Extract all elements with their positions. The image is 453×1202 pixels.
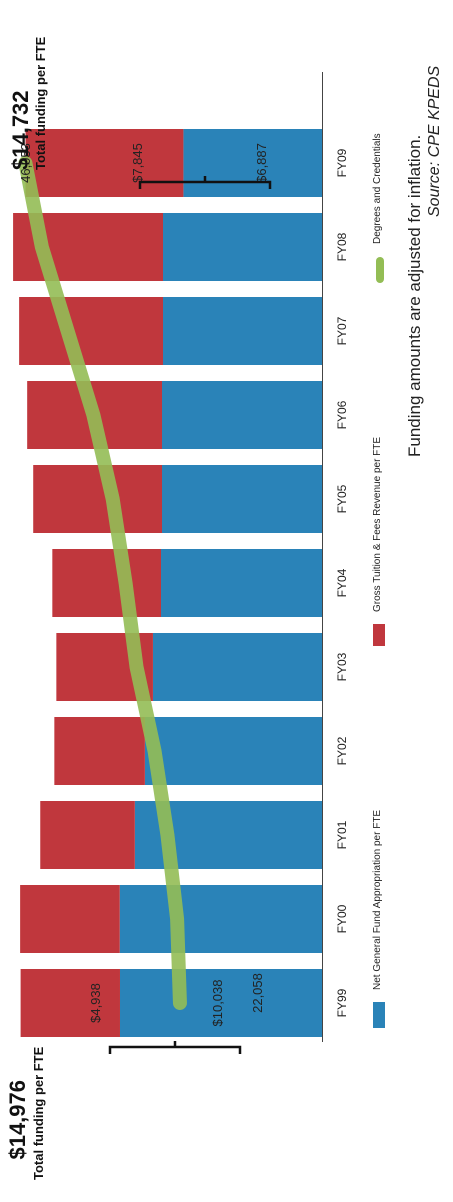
bar-appropriation (144, 717, 322, 785)
x-tick-label: FY07 (335, 316, 349, 345)
bar-tuition (40, 801, 135, 869)
bracket-last-total (138, 176, 272, 189)
last-total-label: Total funding per FTE (33, 36, 48, 170)
x-tick-label: FY01 (335, 820, 349, 849)
bar-appropriation (162, 465, 322, 533)
data-label-first-appropriation: $10,038 (210, 980, 225, 1027)
data-label-last-tuition: $7,845 (130, 143, 145, 183)
bar-appropriation (152, 633, 322, 701)
bar-tuition (19, 297, 164, 365)
legend-label-degrees: Degrees and Credentials (372, 133, 383, 244)
bracket-first-total (108, 1041, 242, 1054)
bar-tuition (20, 885, 120, 953)
bar-appropriation (163, 213, 322, 281)
x-tick-label: FY08 (335, 232, 349, 261)
bar-appropriation (119, 885, 323, 953)
data-label-last-appropriation: $6,887 (254, 143, 269, 183)
bar-tuition (25, 129, 184, 197)
bar-appropriation (161, 549, 322, 617)
x-tick-label: FY00 (335, 904, 349, 933)
bar-appropriation (134, 801, 322, 869)
x-tick-label: FY09 (335, 148, 349, 177)
bar-appropriation (119, 969, 323, 1037)
x-tick-label: FY99 (335, 988, 349, 1017)
bar-tuition (54, 717, 145, 785)
degrees-line (18, 156, 187, 1010)
bar-appropriation (163, 297, 322, 365)
data-label-first-degrees: 22,058 (250, 973, 265, 1013)
bar-appropriation (183, 129, 322, 197)
first-total-label: Total funding per FTE (31, 1046, 46, 1180)
data-label-last-degrees: 46,053 (18, 143, 33, 183)
x-tick-label: FY02 (335, 736, 349, 765)
legend-label-tuition: Gross Tuition & Fees Revenue per FTE (372, 436, 383, 612)
x-tick-label: FY04 (335, 568, 349, 597)
bar-tuition (52, 549, 162, 617)
x-tick-label: FY03 (335, 652, 349, 681)
last-total-amount: $14,732 (8, 90, 33, 170)
legend-swatch-appropriation (373, 1002, 385, 1028)
bar-appropriation (162, 381, 322, 449)
bar-tuition (20, 969, 120, 1037)
bar-tuition (33, 465, 163, 533)
footnote-inflation: Funding amounts are adjusted for inflati… (405, 134, 424, 457)
first-total-amount: $14,976 (5, 1080, 30, 1160)
legend-swatch-tuition (373, 624, 385, 646)
x-tick-label: FY05 (335, 484, 349, 513)
legend-swatch-degrees (376, 257, 384, 283)
x-tick-label: FY06 (335, 400, 349, 429)
footnote-source: Source: CPE KPEDS (426, 65, 443, 217)
legend-label-appropriation: Net General Fund Appropriation per FTE (372, 809, 383, 990)
data-label-first-tuition: $4,938 (88, 983, 103, 1023)
